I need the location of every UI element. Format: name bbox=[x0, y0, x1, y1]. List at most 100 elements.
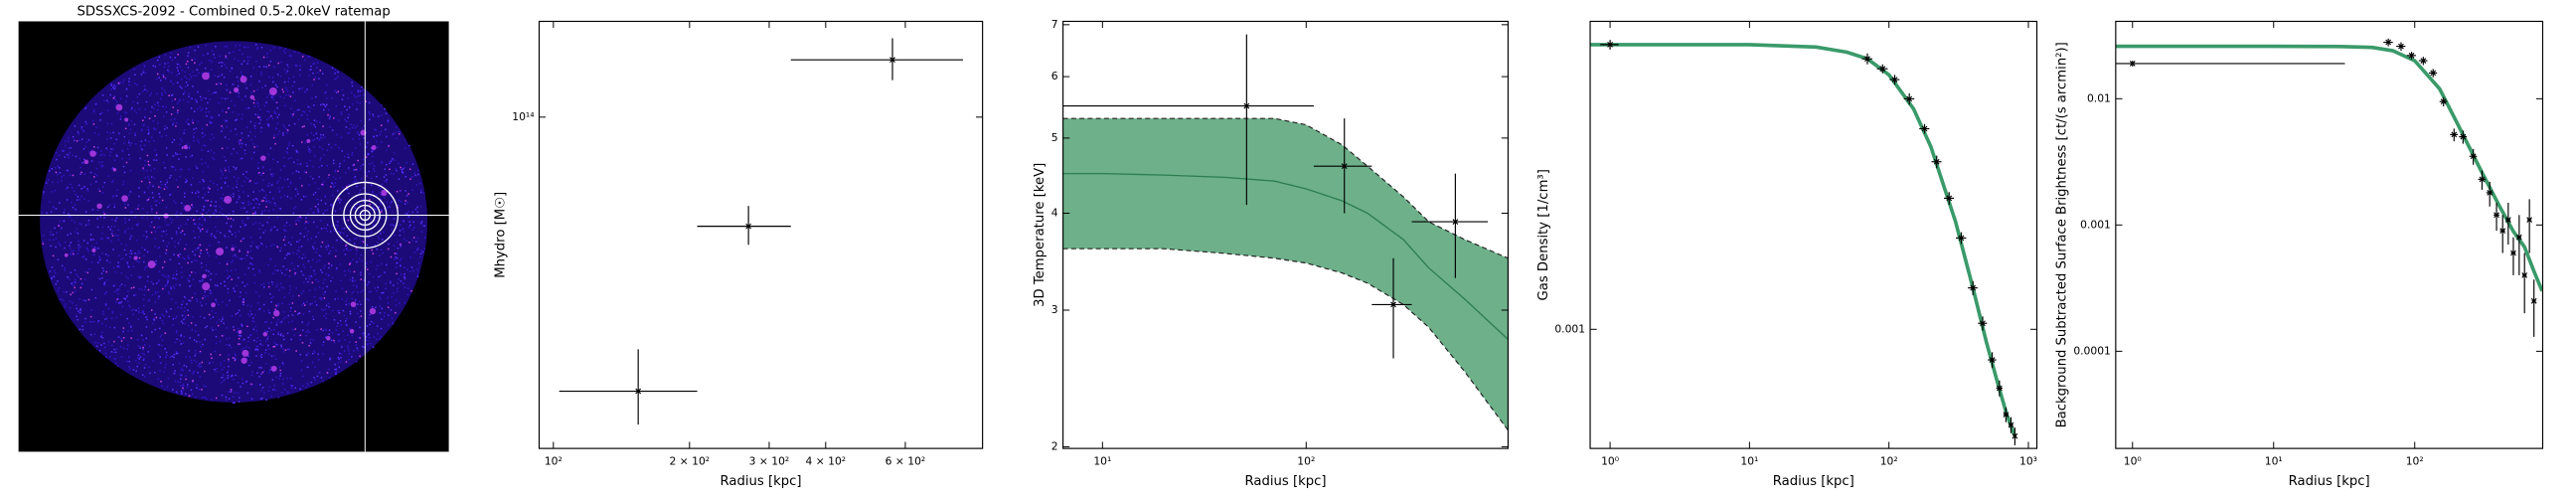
photon bbox=[357, 91, 360, 93]
photon bbox=[142, 167, 144, 169]
photon bbox=[68, 137, 70, 139]
photon bbox=[181, 168, 183, 171]
photon bbox=[96, 146, 99, 149]
photon bbox=[288, 275, 291, 277]
photon bbox=[253, 105, 255, 107]
photon bbox=[136, 365, 138, 368]
photon bbox=[225, 396, 228, 399]
photon bbox=[249, 120, 252, 123]
photon bbox=[384, 312, 386, 314]
photon bbox=[200, 109, 203, 111]
photon bbox=[391, 201, 393, 203]
photon bbox=[303, 236, 306, 238]
model-line bbox=[1590, 43, 2017, 437]
photon bbox=[308, 151, 311, 153]
photon bbox=[192, 380, 194, 382]
photon bbox=[120, 337, 122, 340]
photon bbox=[99, 335, 102, 338]
photon bbox=[154, 263, 157, 265]
photon bbox=[185, 393, 187, 396]
photon bbox=[284, 48, 287, 50]
photon bbox=[314, 288, 317, 291]
photon bbox=[114, 351, 117, 354]
photon bbox=[283, 69, 286, 71]
photon bbox=[247, 106, 250, 109]
photon bbox=[220, 364, 222, 367]
photon bbox=[394, 258, 396, 260]
photon bbox=[244, 95, 246, 97]
photon bbox=[242, 238, 245, 240]
photon bbox=[73, 252, 75, 255]
photon bbox=[381, 183, 384, 186]
photon bbox=[106, 122, 109, 125]
photon bbox=[155, 204, 157, 207]
photon bbox=[242, 173, 244, 175]
photon bbox=[314, 125, 317, 128]
photon bbox=[308, 110, 311, 113]
photon bbox=[371, 150, 373, 153]
photon bbox=[225, 399, 228, 402]
photon bbox=[394, 252, 397, 254]
photon bbox=[117, 235, 119, 237]
photon bbox=[175, 301, 177, 304]
photon bbox=[207, 200, 209, 202]
photon bbox=[249, 76, 252, 78]
photon bbox=[268, 372, 270, 374]
photon bbox=[353, 94, 356, 96]
photon bbox=[186, 180, 188, 182]
photon bbox=[163, 371, 165, 373]
photon bbox=[362, 225, 364, 228]
photon bbox=[271, 77, 274, 79]
photon bbox=[275, 112, 277, 115]
photon bbox=[223, 366, 226, 369]
point-source bbox=[262, 332, 268, 337]
photon bbox=[269, 114, 272, 117]
photon bbox=[257, 162, 259, 164]
photon bbox=[101, 267, 104, 269]
photon bbox=[101, 232, 103, 235]
photon bbox=[277, 319, 280, 321]
photon bbox=[127, 300, 129, 303]
photon bbox=[238, 91, 240, 94]
photon bbox=[360, 165, 363, 167]
photon bbox=[152, 127, 155, 129]
photon bbox=[183, 318, 185, 321]
photon bbox=[132, 265, 135, 268]
photon bbox=[258, 203, 260, 206]
photon bbox=[339, 208, 342, 210]
photon bbox=[106, 109, 109, 111]
photon bbox=[243, 180, 245, 183]
photon bbox=[155, 216, 158, 219]
photon bbox=[225, 111, 228, 113]
photon bbox=[201, 397, 204, 399]
photon bbox=[96, 321, 99, 323]
photon bbox=[239, 44, 242, 47]
photon bbox=[318, 176, 320, 178]
photon bbox=[113, 226, 116, 228]
photon bbox=[116, 297, 119, 300]
photon bbox=[58, 242, 60, 244]
data-point bbox=[1989, 357, 1996, 363]
photon bbox=[111, 181, 113, 183]
photon bbox=[342, 309, 345, 312]
data-point bbox=[2494, 212, 2499, 219]
photon bbox=[114, 234, 117, 237]
photon bbox=[311, 361, 314, 364]
photon bbox=[70, 201, 73, 204]
photon bbox=[347, 269, 350, 271]
photon bbox=[176, 67, 179, 69]
photon bbox=[186, 303, 188, 305]
x-tick-label: 10⁰ bbox=[1601, 454, 1619, 467]
photon bbox=[232, 396, 235, 398]
photon bbox=[207, 251, 209, 254]
photon bbox=[158, 247, 161, 249]
photon bbox=[221, 65, 223, 68]
photon bbox=[160, 97, 162, 100]
photon bbox=[351, 154, 353, 156]
photon bbox=[100, 334, 102, 337]
photon bbox=[359, 94, 361, 96]
photon bbox=[72, 291, 74, 294]
photon bbox=[226, 222, 228, 225]
photon bbox=[189, 285, 191, 287]
photon bbox=[392, 211, 394, 214]
